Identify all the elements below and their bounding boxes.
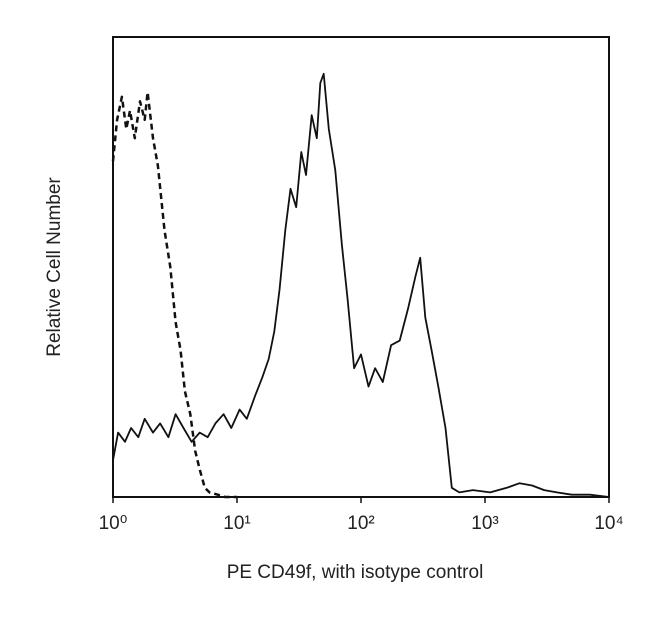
histogram-line bbox=[111, 90, 237, 499]
x-axis-label: PE CD49f, with isotype control bbox=[227, 562, 484, 583]
y-axis-label: Relative Cell Number bbox=[44, 177, 65, 357]
x-tick-label: 10⁴ bbox=[594, 513, 623, 534]
x-tick-label: 10³ bbox=[471, 513, 498, 534]
histogram-line bbox=[112, 72, 610, 498]
plot-frame bbox=[112, 36, 610, 498]
x-tick-label: 10⁰ bbox=[99, 513, 128, 534]
x-tick-label: 10² bbox=[347, 513, 374, 534]
x-tick-label: 10¹ bbox=[223, 513, 250, 534]
